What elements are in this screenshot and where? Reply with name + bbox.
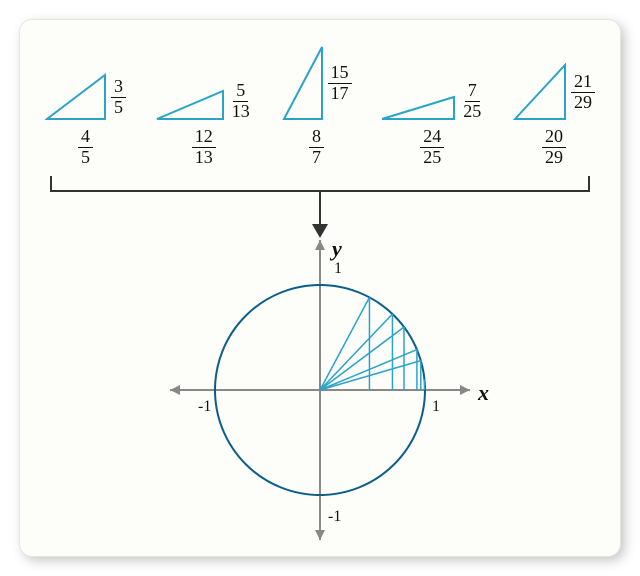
unit-circle-svg: [20, 230, 620, 550]
sin-fraction: 2129: [571, 72, 595, 113]
tick-y-neg: -1: [328, 508, 341, 526]
cos-fraction: 1213: [192, 127, 216, 168]
right-triangle-icon: [282, 45, 324, 121]
triangle-item: 725 2425: [380, 81, 484, 168]
tick-y-pos: 1: [334, 260, 342, 278]
triangle-item: 151787: [282, 45, 352, 168]
unit-circle-diagram: y x 1 -1 1 -1: [20, 230, 620, 546]
cos-fraction: 45: [78, 127, 93, 168]
tick-x-pos: 1: [432, 398, 440, 416]
arrow-stem: [319, 190, 321, 226]
sin-fraction: 1517: [328, 63, 352, 104]
tick-x-neg: -1: [198, 398, 211, 416]
sin-fraction: 513: [229, 81, 253, 122]
right-triangle-icon: [45, 73, 107, 121]
cos-fraction: 87: [309, 127, 324, 168]
figure-canvas: 35 45 513 1213 151787 725 2425 21292029 y x 1 -…: [20, 20, 620, 556]
triangle-item: 35 45: [45, 73, 126, 168]
triangle-row: 35 45 513 1213 151787 725 2425 21292029: [45, 38, 595, 168]
y-axis-label: y: [332, 236, 342, 262]
triangle-item: 21292029: [513, 63, 595, 168]
cos-fraction: 2425: [420, 127, 444, 168]
x-axis-label: x: [478, 380, 489, 406]
cos-fraction: 2029: [542, 127, 566, 168]
right-triangle-icon: [380, 95, 456, 121]
sin-fraction: 35: [111, 77, 126, 118]
right-triangle-icon: [155, 89, 225, 121]
right-triangle-icon: [513, 63, 567, 121]
triangle-item: 513 1213: [155, 81, 253, 168]
sin-fraction: 725: [460, 81, 484, 122]
